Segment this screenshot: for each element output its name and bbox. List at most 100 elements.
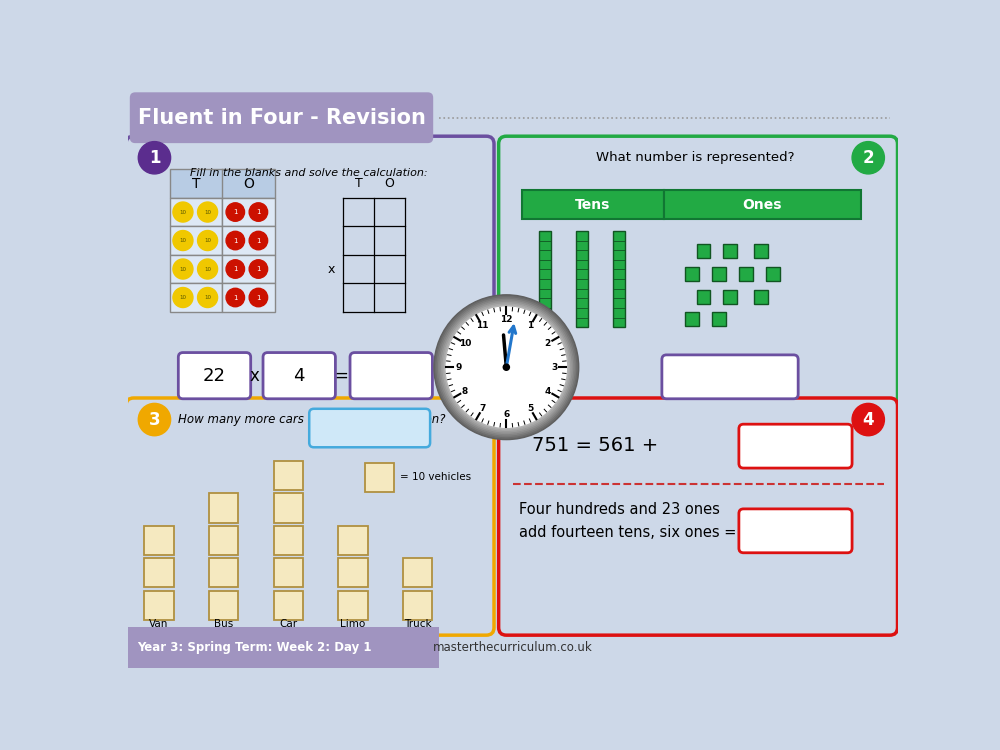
Text: 2: 2 [862, 148, 874, 166]
Text: 10: 10 [204, 238, 211, 243]
Circle shape [198, 259, 218, 279]
Text: 10: 10 [179, 209, 186, 214]
Text: Car: Car [279, 620, 297, 629]
Text: Limo: Limo [340, 620, 366, 629]
FancyBboxPatch shape [209, 526, 238, 555]
Text: Year 3: Spring Term: Week 2: Day 1: Year 3: Spring Term: Week 2: Day 1 [137, 641, 371, 654]
Circle shape [138, 404, 171, 436]
FancyBboxPatch shape [263, 352, 335, 399]
Text: 1: 1 [149, 148, 160, 166]
Text: 1: 1 [256, 238, 261, 244]
Circle shape [446, 308, 566, 428]
Text: x: x [250, 367, 259, 385]
Text: Fluent in Four - Revision: Fluent in Four - Revision [138, 108, 425, 128]
Circle shape [852, 142, 884, 174]
FancyBboxPatch shape [309, 409, 430, 447]
Text: 10: 10 [204, 266, 211, 272]
Circle shape [434, 295, 579, 440]
Text: = 10 vehicles: = 10 vehicles [400, 472, 471, 482]
Circle shape [439, 299, 574, 435]
Text: Four hundreds and 23 ones
add fourteen tens, six ones =: Four hundreds and 23 ones add fourteen t… [519, 502, 736, 541]
Circle shape [443, 304, 569, 430]
FancyBboxPatch shape [274, 558, 303, 587]
FancyBboxPatch shape [274, 526, 303, 555]
Circle shape [436, 296, 577, 438]
Text: 10: 10 [179, 238, 186, 243]
Bar [170, 198, 222, 226]
Bar [539, 231, 551, 327]
Text: 1: 1 [233, 238, 238, 244]
Circle shape [173, 259, 193, 279]
Bar [613, 231, 625, 327]
Text: 12: 12 [500, 315, 513, 324]
Circle shape [437, 298, 576, 436]
Text: How many more cars than trucks were seen?: How many more cars than trucks were seen… [178, 413, 445, 426]
Text: Fill in the blanks and solve the calculation:: Fill in the blanks and solve the calcula… [190, 168, 427, 178]
Circle shape [198, 202, 218, 222]
Text: 1: 1 [233, 295, 238, 301]
Text: x: x [328, 262, 335, 275]
Text: 1: 1 [233, 209, 238, 215]
Text: 751 = 561 +: 751 = 561 + [532, 436, 658, 455]
Bar [128, 628, 439, 668]
Bar [222, 198, 275, 226]
Text: 22: 22 [203, 367, 226, 385]
Bar [170, 255, 222, 284]
Bar [712, 312, 726, 326]
Text: 1: 1 [527, 321, 533, 330]
Bar [222, 226, 275, 255]
Bar [723, 244, 737, 258]
Text: T: T [192, 176, 200, 190]
Bar [685, 267, 699, 281]
Text: What number is represented?: What number is represented? [596, 152, 794, 164]
Circle shape [440, 301, 573, 433]
Bar [712, 267, 726, 281]
Text: T: T [355, 177, 362, 190]
Text: 3: 3 [149, 410, 160, 428]
Bar [222, 284, 275, 312]
Circle shape [226, 288, 245, 307]
Bar [222, 255, 275, 284]
Text: 10: 10 [204, 295, 211, 300]
Text: O: O [384, 177, 394, 190]
Text: 4: 4 [862, 410, 874, 428]
FancyBboxPatch shape [403, 558, 432, 587]
Circle shape [173, 287, 193, 308]
Text: 2: 2 [545, 339, 551, 348]
FancyBboxPatch shape [274, 494, 303, 523]
Text: 5: 5 [527, 404, 533, 413]
Text: 6: 6 [503, 410, 509, 419]
Circle shape [198, 287, 218, 308]
FancyBboxPatch shape [209, 590, 238, 620]
Circle shape [445, 305, 568, 429]
Bar [739, 267, 753, 281]
Circle shape [198, 230, 218, 251]
Text: Van: Van [149, 620, 169, 629]
FancyBboxPatch shape [209, 494, 238, 523]
FancyBboxPatch shape [739, 509, 852, 553]
FancyBboxPatch shape [274, 461, 303, 490]
Bar [754, 290, 768, 304]
Bar [576, 231, 588, 327]
Text: 4: 4 [544, 386, 551, 395]
Bar [766, 267, 780, 281]
Text: 11: 11 [476, 321, 489, 330]
Text: Bus: Bus [214, 620, 233, 629]
FancyBboxPatch shape [144, 558, 174, 587]
FancyBboxPatch shape [662, 355, 798, 399]
Text: 10: 10 [459, 339, 471, 348]
Text: 10: 10 [179, 266, 186, 272]
Bar [170, 284, 222, 312]
Bar [170, 226, 222, 255]
Text: 3: 3 [551, 363, 557, 372]
Circle shape [442, 302, 571, 432]
Bar [522, 190, 664, 219]
FancyBboxPatch shape [274, 590, 303, 620]
Text: 9: 9 [455, 363, 462, 372]
FancyBboxPatch shape [350, 352, 432, 399]
FancyBboxPatch shape [499, 398, 898, 635]
FancyBboxPatch shape [338, 558, 368, 587]
FancyBboxPatch shape [338, 590, 368, 620]
Text: Tens: Tens [575, 198, 611, 211]
Bar [697, 290, 710, 304]
